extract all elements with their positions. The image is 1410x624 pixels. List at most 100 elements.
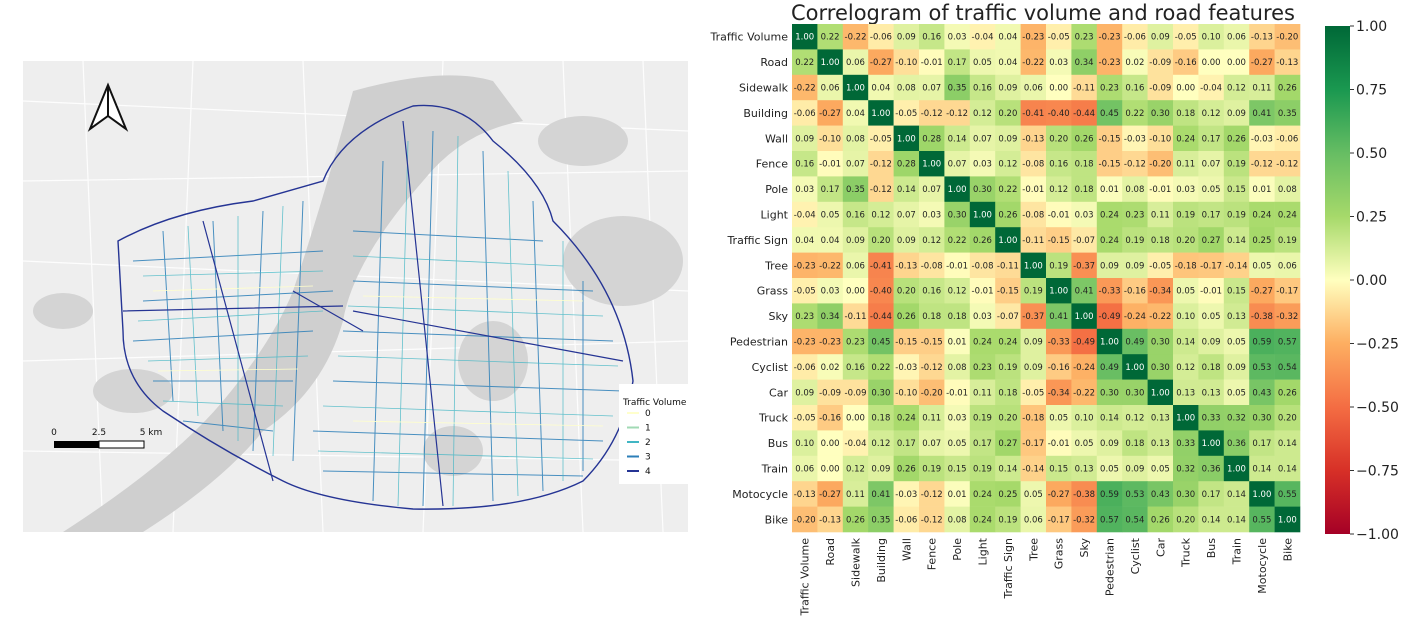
colorbar-tick-label: 0.25 <box>1356 210 1387 226</box>
column-labels: Traffic Volume Road Sidewalk Building Wall Fe… <box>799 537 1295 616</box>
heatmap-cell <box>868 379 894 406</box>
cell-value-label: -0.01 <box>921 58 943 68</box>
heatmap-cell <box>842 354 869 380</box>
heatmap-cell <box>842 74 869 101</box>
cell-value-label: 0.20 <box>1176 236 1195 246</box>
cell-value-label: -0.20 <box>1276 33 1298 43</box>
cell-value-label: 0.14 <box>948 134 967 144</box>
cell-value-label: 0.17 <box>973 439 992 449</box>
heatmap-cell <box>817 176 844 203</box>
cell-value-label: 0.11 <box>1252 84 1271 94</box>
cell-value-label: 0.53 <box>1125 490 1144 500</box>
cell-value-label: -0.41 <box>1022 109 1044 119</box>
cell-value-label: 0.17 <box>1202 134 1221 144</box>
heatmap-cell <box>1198 278 1225 304</box>
heatmap-cell <box>944 354 971 380</box>
cell-value-label: 0.11 <box>1176 160 1195 170</box>
heatmap-cell <box>1274 328 1301 355</box>
heatmap-cell <box>792 455 818 482</box>
heatmap-cell <box>1249 201 1275 228</box>
cell-value-label: -0.33 <box>1099 287 1121 297</box>
heatmap-cell <box>1173 481 1199 507</box>
heatmap-cell <box>893 430 920 457</box>
heatmap-cell <box>1071 24 1098 50</box>
heatmap-cell <box>1071 405 1098 431</box>
cell-value-label: 0.16 <box>1125 84 1144 94</box>
heatmap-cell <box>1096 100 1123 126</box>
cell-value-label: 1.00 <box>821 58 840 68</box>
heatmap-cell <box>842 278 869 304</box>
cell-value-label: 0.03 <box>948 33 967 43</box>
heatmap-cell <box>868 354 894 380</box>
heatmap-cell <box>919 303 945 330</box>
heatmap-cell <box>919 252 945 279</box>
cell-value-label: 0.26 <box>1278 84 1297 94</box>
cell-value-label: -0.06 <box>794 109 816 119</box>
cell-value-label: -0.15 <box>921 338 943 348</box>
heatmap-cell <box>1249 481 1275 507</box>
cell-value-label: 0.12 <box>1125 414 1144 424</box>
cell-value-label: 0.54 <box>1125 515 1144 525</box>
cell-value-label: 0.06 <box>846 261 865 271</box>
heatmap-cell <box>893 506 920 533</box>
cell-value-label: 0.27 <box>1202 236 1221 246</box>
cell-value-label: -0.15 <box>1099 134 1121 144</box>
heatmap-cell <box>1020 100 1047 126</box>
heatmap-cell <box>868 328 894 355</box>
cell-value-label: 0.03 <box>948 414 967 424</box>
legend-label-4: 4 <box>645 467 651 477</box>
heatmap-cell <box>817 24 844 50</box>
heatmap-cell <box>995 151 1021 177</box>
cell-value-label: 0.07 <box>922 185 941 195</box>
row-label: Wall <box>765 132 788 145</box>
heatmap-cell <box>792 303 818 330</box>
cell-value-label: -0.24 <box>1073 363 1095 373</box>
heatmap-cell <box>969 125 996 152</box>
heatmap-cell <box>1020 430 1047 457</box>
heatmap-cell <box>995 227 1021 253</box>
cell-value-label: -0.18 <box>1175 261 1197 271</box>
cell-value-label: -0.08 <box>972 261 994 271</box>
cell-value-label: 0.17 <box>948 58 967 68</box>
cell-value-label: 0.36 <box>1227 439 1246 449</box>
scale-bar: 0 2.5 5 km <box>51 428 162 449</box>
cell-value-label: -0.17 <box>1200 261 1222 271</box>
cell-value-label: -0.05 <box>1149 261 1171 271</box>
cell-value-label: -0.08 <box>921 261 943 271</box>
heatmap-cell <box>1173 24 1199 50</box>
heatmap-cell <box>868 481 894 507</box>
cell-value-label: 0.03 <box>821 287 840 297</box>
heatmap-cell <box>995 100 1021 126</box>
cell-value-label: 0.16 <box>973 84 992 94</box>
heatmap-cell <box>1274 227 1301 253</box>
heatmap-cell <box>868 227 894 253</box>
heatmap-cell <box>969 303 996 330</box>
heatmap-cell <box>868 252 894 279</box>
cell-value-label: 0.18 <box>1202 363 1221 373</box>
heatmap-cell <box>1249 100 1275 126</box>
cell-value-label: 0.15 <box>1227 185 1246 195</box>
colorbar <box>1325 26 1350 534</box>
cell-value-label: 0.09 <box>1227 109 1246 119</box>
heatmap-cell <box>1020 303 1047 330</box>
heatmap-cell <box>1046 24 1072 50</box>
heatmap-cell <box>1096 24 1123 50</box>
heatmap-cell <box>1173 354 1199 380</box>
heatmap-cell <box>893 24 920 50</box>
cell-value-label: 1.00 <box>973 211 992 221</box>
heatmap-cell <box>969 252 996 279</box>
heatmap-cell <box>868 506 894 533</box>
column-label: Pedestrian <box>1104 538 1117 596</box>
heatmap-cell <box>893 227 920 253</box>
cell-value-label: 0.01 <box>1100 185 1119 195</box>
heatmap-cell <box>1071 278 1098 304</box>
heatmap-cell <box>1096 278 1123 304</box>
cell-value-label: 0.07 <box>922 439 941 449</box>
cell-value-label: 0.05 <box>1202 312 1221 322</box>
cell-value-label: -0.12 <box>870 160 892 170</box>
cell-value-label: 0.41 <box>1075 287 1094 297</box>
heatmap-cell <box>1046 328 1072 355</box>
cell-value-label: -0.44 <box>870 312 892 322</box>
heatmap-cell <box>1274 176 1301 203</box>
cell-value-label: 0.28 <box>922 134 941 144</box>
